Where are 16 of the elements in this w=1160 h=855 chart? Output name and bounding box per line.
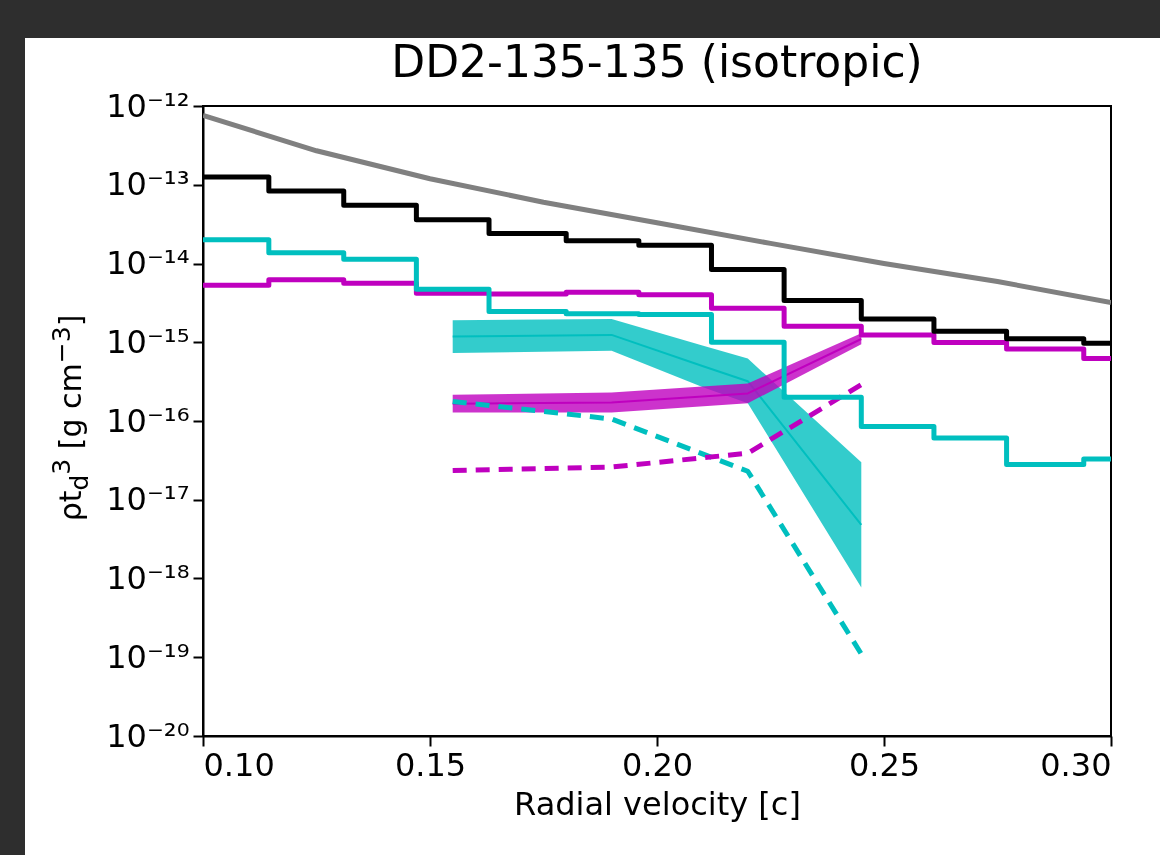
y-tick-label: 10⁻¹⁴: [106, 244, 190, 282]
y-tick-label: 10⁻¹⁶: [106, 401, 190, 440]
y-tick-label: 10⁻¹⁸: [106, 559, 190, 597]
x-tick-label: 0.25: [848, 745, 921, 784]
x-tick-label: 0.10: [203, 745, 275, 784]
y-tick-label: 10⁻²⁰: [106, 716, 190, 755]
y-tick-label: 10⁻¹³: [106, 165, 190, 204]
x-tick-label: 0.15: [394, 745, 467, 784]
x-tick-label: 0.30: [1040, 745, 1112, 784]
chart-title: DD2-135-135 (isotropic): [391, 36, 923, 87]
y-tick-label: 10⁻¹⁷: [106, 480, 190, 519]
x-tick-label: 0.20: [621, 745, 694, 784]
y-tick-label: 10⁻¹⁵: [106, 322, 190, 361]
y-tick-label: 10⁻¹²: [106, 86, 190, 125]
y-tick-label: 10⁻¹⁹: [106, 637, 190, 676]
x-axis-title: Radial velocity [c]: [514, 784, 801, 823]
